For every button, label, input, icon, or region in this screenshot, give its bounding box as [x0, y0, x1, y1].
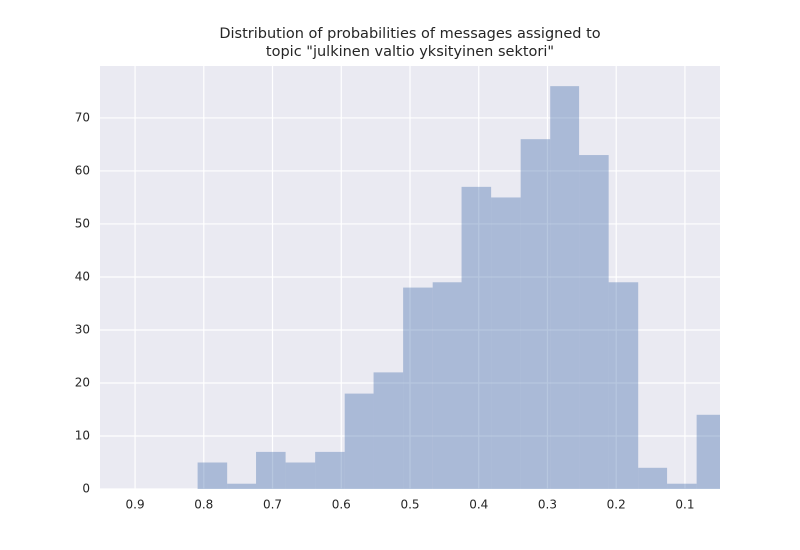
- y-tick-label: 0: [82, 482, 90, 496]
- y-tick-label: 30: [75, 322, 90, 336]
- x-tick-label: 0.8: [194, 498, 213, 512]
- bar: [227, 483, 257, 489]
- bar: [432, 282, 462, 489]
- x-tick-label: 0.5: [400, 498, 419, 512]
- y-tick-label: 70: [75, 110, 90, 124]
- x-tick-label: 0.9: [126, 498, 145, 512]
- bar: [520, 139, 551, 489]
- x-tick-label: 0.6: [332, 498, 351, 512]
- x-tick-label: 0.3: [538, 498, 557, 512]
- bar: [638, 467, 668, 489]
- bar: [373, 372, 404, 489]
- chart-title: topic "julkinen valtio yksityinen sektor…: [266, 44, 554, 60]
- bars: [197, 86, 720, 489]
- bar: [550, 86, 580, 489]
- y-tick-label: 50: [75, 216, 90, 230]
- y-tick-label: 40: [75, 269, 90, 283]
- chart-title: Distribution of probabilities of message…: [219, 26, 600, 42]
- y-tick-label: 60: [75, 163, 90, 177]
- x-tick-label: 0.4: [469, 498, 488, 512]
- bar: [491, 197, 521, 489]
- bar: [285, 462, 316, 489]
- bar: [667, 483, 697, 489]
- y-tick-label: 20: [75, 375, 90, 389]
- bar: [344, 393, 374, 489]
- bar: [256, 451, 286, 489]
- bar: [579, 155, 609, 489]
- labels: 0 10 20 30 40 50 60 70 0.9 0.8 0.7 0.6 0.5 0.4 0.3 0.2 0…: [75, 110, 695, 511]
- bar: [403, 287, 433, 489]
- y-tick-label: 10: [75, 428, 90, 442]
- bar: [696, 414, 720, 489]
- bar: [608, 282, 639, 489]
- grid: [100, 66, 720, 490]
- x-tick-label: 0.7: [263, 498, 282, 512]
- bar: [315, 451, 345, 489]
- bar: [197, 462, 228, 489]
- x-tick-label: 0.1: [675, 498, 694, 512]
- x-tick-label: 0.2: [607, 498, 626, 512]
- bar: [461, 186, 492, 489]
